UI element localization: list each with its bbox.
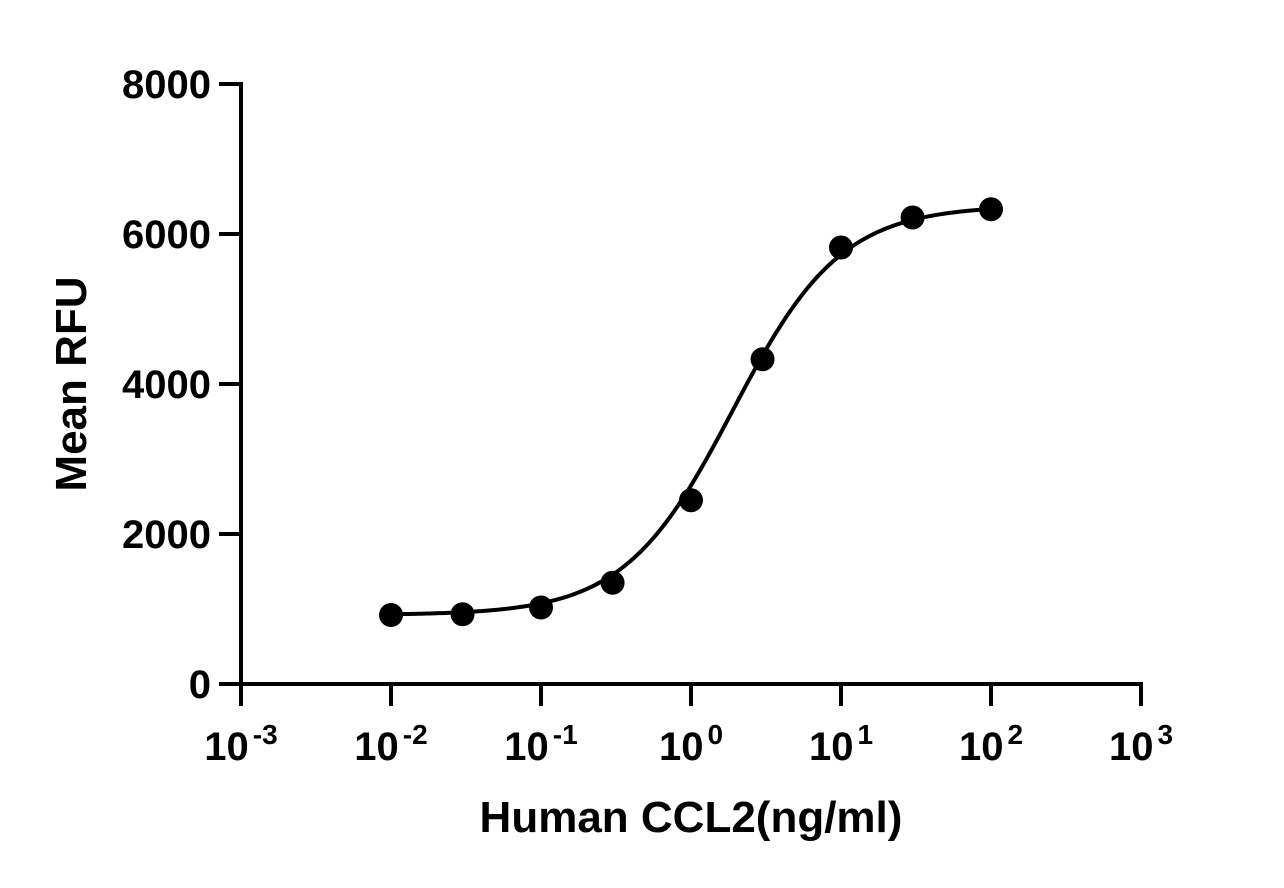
fit-curve bbox=[390, 206, 992, 617]
y-tick-label: 2000 bbox=[122, 513, 211, 557]
x-axis: 10 -3 10 -2 10 -1 10 0 10 1 10 2 10 3 bbox=[204, 682, 1173, 769]
x-tick-label: 10 1 bbox=[809, 719, 873, 769]
data-point bbox=[829, 235, 853, 260]
fit-curve-layer bbox=[390, 206, 992, 617]
data-point bbox=[900, 205, 925, 230]
data-point bbox=[450, 602, 475, 627]
x-tick-label: 10 -2 bbox=[354, 719, 427, 769]
y-axis: 0 2000 4000 6000 8000 bbox=[122, 63, 243, 707]
data-point bbox=[379, 603, 403, 627]
x-tick-label: 10 -1 bbox=[504, 719, 577, 769]
x-tick-label: 10 0 bbox=[659, 719, 723, 769]
y-tick-label: 8000 bbox=[122, 63, 211, 107]
data-point bbox=[750, 347, 775, 372]
data-point bbox=[600, 570, 625, 595]
x-tick-label: 10 2 bbox=[959, 719, 1023, 769]
y-tick-label: 6000 bbox=[122, 213, 211, 257]
y-tick-label: 0 bbox=[189, 663, 211, 707]
y-tick-label: 4000 bbox=[122, 363, 211, 407]
data-point bbox=[979, 197, 1003, 222]
x-axis-title: Human CCL2(ng/ml) bbox=[480, 793, 903, 842]
data-point bbox=[529, 595, 553, 620]
x-tick-label: 10 3 bbox=[1109, 719, 1173, 769]
x-tick-label: 10 -3 bbox=[204, 719, 277, 769]
data-point bbox=[679, 488, 703, 513]
data-points-layer bbox=[379, 197, 1003, 627]
y-axis-title: Mean RFU bbox=[47, 276, 96, 491]
